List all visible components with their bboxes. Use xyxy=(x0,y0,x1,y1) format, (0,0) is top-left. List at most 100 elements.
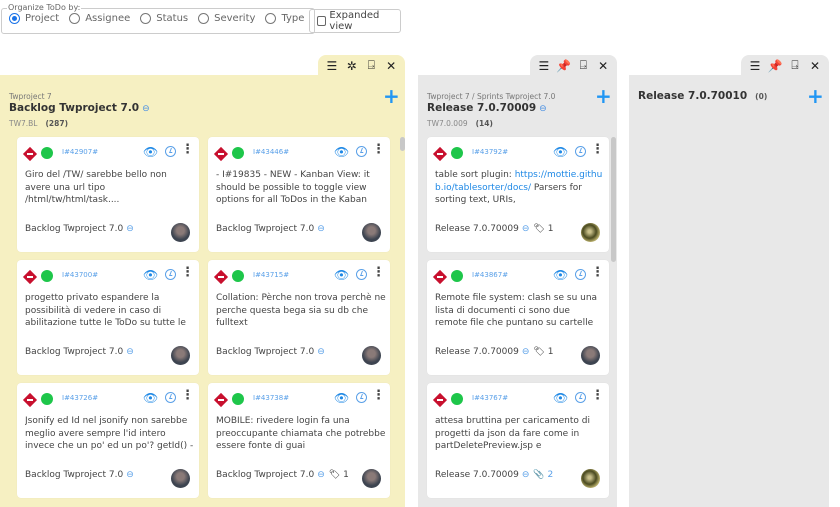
todo-project[interactable]: Backlog Twproject 7.0 ⊖ xyxy=(25,470,134,480)
todo-card[interactable]: I#43446# 👁 ⋮ - I#19835 - NEW - Kanban View:… xyxy=(208,137,390,252)
clock-icon[interactable] xyxy=(575,146,586,157)
todo-project[interactable]: Backlog Twproject 7.0 ⊖ xyxy=(25,224,134,234)
scrollbar[interactable] xyxy=(611,137,616,262)
eye-icon[interactable]: 👁 xyxy=(334,391,350,405)
todo-id[interactable]: I#43767# xyxy=(472,394,509,402)
pin-icon[interactable]: 📌 xyxy=(556,58,572,73)
todo-project[interactable]: Backlog Twproject 7.0 ⊖ 🏷 1 xyxy=(216,470,349,480)
eye-icon[interactable]: 👁 xyxy=(143,391,159,405)
todo-project[interactable]: Release 7.0.70009 ⊖ 🏷 1 xyxy=(435,224,554,234)
more-vert-icon[interactable]: ⋮ xyxy=(372,142,385,157)
close-icon[interactable]: ✕ xyxy=(809,58,821,73)
link-icon[interactable]: ⊖ xyxy=(521,347,530,357)
todo-project[interactable]: Release 7.0.70009 ⊖ 📎 2 xyxy=(435,470,554,480)
avatar[interactable] xyxy=(171,223,190,242)
eye-icon[interactable]: 👁 xyxy=(553,391,569,405)
avatar[interactable] xyxy=(581,223,600,242)
column-title[interactable]: Release 7.0.70009 ⊖ xyxy=(427,102,547,114)
todo-id[interactable]: I#43867# xyxy=(472,271,509,279)
column-title[interactable]: Release 7.0.70010 (0) xyxy=(638,90,768,102)
eye-icon[interactable]: 👁 xyxy=(334,268,350,282)
clock-icon[interactable] xyxy=(356,146,367,157)
more-vert-icon[interactable]: ⋮ xyxy=(591,388,604,403)
link-icon[interactable]: ⊖ xyxy=(317,347,325,357)
more-vert-icon[interactable]: ⋮ xyxy=(181,142,194,157)
clock-icon[interactable] xyxy=(575,392,586,403)
unpin-icon[interactable]: ✲ xyxy=(346,58,357,73)
avatar[interactable] xyxy=(171,346,190,365)
status-icon[interactable] xyxy=(232,147,244,159)
status-icon[interactable] xyxy=(232,270,244,282)
radio-severity[interactable]: Severity xyxy=(198,13,255,24)
status-icon[interactable] xyxy=(41,147,53,159)
link-icon[interactable]: ⊖ xyxy=(126,470,134,480)
clock-icon[interactable] xyxy=(356,392,367,403)
add-todo-button[interactable]: + xyxy=(383,84,400,108)
todo-id[interactable]: I#43446# xyxy=(253,148,290,156)
enter-icon[interactable]: ⍈ xyxy=(367,58,375,72)
link-icon[interactable]: ⊖ xyxy=(126,224,134,234)
add-todo-button[interactable]: + xyxy=(595,84,612,108)
add-todo-button[interactable]: + xyxy=(807,84,824,108)
more-vert-icon[interactable]: ⋮ xyxy=(372,265,385,280)
todo-card[interactable]: I#43715# 👁 ⋮ Collation: Pèrche non trova pe… xyxy=(208,260,390,375)
expanded-view-checkbox[interactable]: Expanded view xyxy=(309,9,401,33)
todo-project[interactable]: Backlog Twproject 7.0 ⊖ xyxy=(216,347,325,357)
eye-icon[interactable]: 👁 xyxy=(553,145,569,159)
status-icon[interactable] xyxy=(41,270,53,282)
todo-id[interactable]: I#43738# xyxy=(253,394,290,402)
eye-icon[interactable]: 👁 xyxy=(553,268,569,282)
todo-card[interactable]: I#43792# 👁 ⋮ table sort plugin: https://mot… xyxy=(427,137,609,252)
attachment-count[interactable]: 2 xyxy=(547,470,554,480)
close-icon[interactable]: ✕ xyxy=(386,58,397,73)
link-icon[interactable]: ⊖ xyxy=(521,224,530,234)
avatar[interactable] xyxy=(362,346,381,365)
clock-icon[interactable] xyxy=(356,269,367,280)
todo-id[interactable]: I#42907# xyxy=(62,148,99,156)
status-icon[interactable] xyxy=(451,270,463,282)
todo-card[interactable]: I#43738# 👁 ⋮ MOBILE: rivedere login fa una … xyxy=(208,383,390,498)
enter-icon[interactable]: ⍈ xyxy=(579,58,587,72)
todo-card[interactable]: I#43700# 👁 ⋮ progetto privato espandere la … xyxy=(17,260,199,375)
eye-icon[interactable]: 👁 xyxy=(143,145,159,159)
status-icon[interactable] xyxy=(41,393,53,405)
status-icon[interactable] xyxy=(451,147,463,159)
link-icon[interactable]: ⊖ xyxy=(126,347,134,357)
todo-card[interactable]: I#42907# 👁 ⋮ Giro del /TW/ sarebbe bello no… xyxy=(17,137,199,252)
todo-card[interactable]: I#43767# 👁 ⋮ attesa bruttina per caricament… xyxy=(427,383,609,498)
todo-card[interactable]: I#43867# 👁 ⋮ Remote file system: clash se s… xyxy=(427,260,609,375)
link-icon[interactable]: ⊖ xyxy=(521,470,530,480)
radio-type[interactable]: Type xyxy=(265,13,304,24)
close-icon[interactable]: ✕ xyxy=(598,58,609,73)
link-icon[interactable]: ⊖ xyxy=(539,104,547,114)
status-icon[interactable] xyxy=(232,393,244,405)
scrollbar[interactable] xyxy=(400,137,405,151)
todo-project[interactable]: Backlog Twproject 7.0 ⊖ xyxy=(25,347,134,357)
avatar[interactable] xyxy=(362,469,381,488)
column-title[interactable]: Backlog Twproject 7.0 ⊖ xyxy=(9,102,150,114)
todo-id[interactable]: I#43700# xyxy=(62,271,99,279)
more-vert-icon[interactable]: ⋮ xyxy=(591,142,604,157)
todo-id[interactable]: I#43715# xyxy=(253,271,290,279)
menu-icon[interactable]: ☰ xyxy=(538,58,550,73)
radio-status[interactable]: Status xyxy=(140,13,188,24)
todo-project[interactable]: Release 7.0.70009 ⊖ 🏷 1 xyxy=(435,347,554,357)
menu-icon[interactable]: ☰ xyxy=(326,58,338,73)
todo-card[interactable]: I#43726# 👁 ⋮ Jsonify ed Id nel jsonify non … xyxy=(17,383,199,498)
clock-icon[interactable] xyxy=(575,269,586,280)
avatar[interactable] xyxy=(581,469,600,488)
more-vert-icon[interactable]: ⋮ xyxy=(372,388,385,403)
todo-id[interactable]: I#43792# xyxy=(472,148,509,156)
clock-icon[interactable] xyxy=(165,392,176,403)
radio-assignee[interactable]: Assignee xyxy=(69,13,130,24)
eye-icon[interactable]: 👁 xyxy=(143,268,159,282)
link-icon[interactable]: ⊖ xyxy=(317,470,325,480)
enter-icon[interactable]: ⍈ xyxy=(791,58,799,72)
eye-icon[interactable]: 👁 xyxy=(334,145,350,159)
more-vert-icon[interactable]: ⋮ xyxy=(591,265,604,280)
avatar[interactable] xyxy=(362,223,381,242)
avatar[interactable] xyxy=(171,469,190,488)
link-icon[interactable]: ⊖ xyxy=(317,224,325,234)
radio-project[interactable]: Project xyxy=(9,13,59,24)
menu-icon[interactable]: ☰ xyxy=(749,58,761,73)
